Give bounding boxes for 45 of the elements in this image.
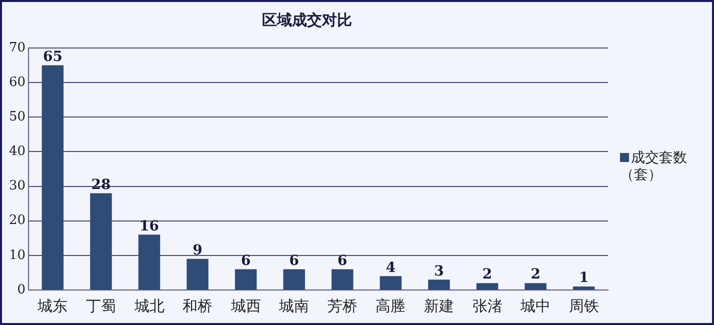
bar — [138, 234, 160, 290]
data-label: 2 — [482, 266, 492, 283]
bar — [332, 269, 354, 290]
y-tick-label: 0 — [17, 282, 26, 298]
data-label: 16 — [140, 218, 160, 234]
data-label: 4 — [386, 260, 396, 276]
y-tick-label: 50 — [8, 110, 26, 125]
data-label: 2 — [530, 266, 540, 283]
bar — [90, 193, 112, 290]
x-tick-label: 张渚 — [472, 296, 502, 315]
x-tick-label: 城南 — [278, 296, 310, 315]
x-tick-label: 城西 — [230, 296, 261, 315]
x-tick-label: 丁蜀 — [86, 296, 116, 315]
data-label: 6 — [240, 252, 251, 269]
bar — [283, 269, 305, 290]
legend-label: 成交套数（套） — [620, 150, 688, 184]
bar — [572, 286, 595, 290]
x-tick-label: 城东 — [36, 296, 68, 315]
x-tick-label: 高塍 — [376, 296, 406, 315]
chart-title: 区域成交对比 — [262, 10, 352, 29]
bar — [380, 276, 402, 290]
y-tick-label: 10 — [8, 248, 26, 263]
x-tick-label: 城中 — [520, 296, 551, 315]
bar — [186, 258, 208, 290]
bar — [428, 280, 450, 290]
x-tick-label: 和桥 — [182, 296, 213, 315]
bar — [524, 283, 546, 290]
data-label: 6 — [289, 252, 299, 269]
y-tick-label: 40 — [8, 144, 26, 160]
y-tick-label: 60 — [8, 74, 26, 90]
x-tick-label: 城北 — [133, 296, 164, 315]
x-tick-label: 新建 — [424, 296, 454, 315]
y-tick-label: 30 — [8, 178, 26, 194]
y-tick-label: 70 — [8, 40, 26, 56]
bar — [476, 283, 498, 290]
data-label: 1 — [578, 270, 589, 286]
y-tick-label: 20 — [8, 213, 26, 228]
data-label: 65 — [42, 48, 62, 65]
x-tick-label: 周铁 — [568, 296, 599, 315]
data-label: 6 — [338, 252, 348, 269]
data-label: 9 — [192, 242, 202, 259]
bar — [234, 269, 257, 290]
x-tick-label: 芳桥 — [327, 296, 358, 315]
data-label: 3 — [434, 263, 444, 280]
bar — [42, 65, 64, 290]
